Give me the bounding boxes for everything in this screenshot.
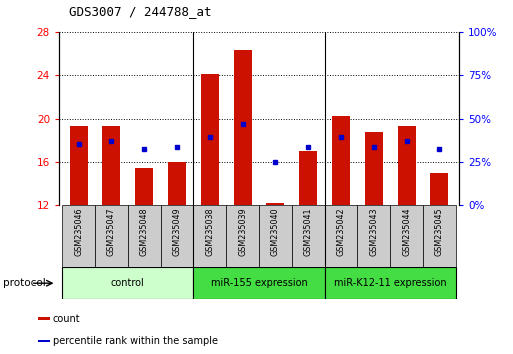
- Bar: [430, 173, 448, 205]
- Text: GSM235047: GSM235047: [107, 208, 116, 256]
- Text: GDS3007 / 244788_at: GDS3007 / 244788_at: [69, 5, 212, 18]
- Text: GSM235041: GSM235041: [304, 208, 313, 256]
- Bar: [62, 205, 95, 267]
- Text: miR-155 expression: miR-155 expression: [211, 278, 307, 288]
- Bar: [161, 205, 193, 267]
- Text: GSM235044: GSM235044: [402, 208, 411, 256]
- Text: GSM235043: GSM235043: [369, 208, 379, 256]
- Bar: [358, 205, 390, 267]
- Bar: [259, 205, 292, 267]
- Text: percentile rank within the sample: percentile rank within the sample: [52, 336, 218, 346]
- Text: miR-K12-11 expression: miR-K12-11 expression: [334, 278, 447, 288]
- Bar: [37, 318, 50, 320]
- Bar: [128, 205, 161, 267]
- Bar: [193, 267, 325, 299]
- Bar: [423, 205, 456, 267]
- Text: GSM235038: GSM235038: [205, 208, 214, 256]
- Bar: [332, 116, 350, 205]
- Bar: [37, 339, 50, 342]
- Bar: [390, 205, 423, 267]
- Bar: [398, 126, 416, 205]
- Bar: [226, 205, 259, 267]
- Bar: [62, 267, 193, 299]
- Bar: [103, 126, 121, 205]
- Text: control: control: [111, 278, 145, 288]
- Text: count: count: [52, 314, 80, 324]
- Bar: [292, 205, 325, 267]
- Bar: [201, 74, 219, 205]
- Text: GSM235045: GSM235045: [435, 208, 444, 256]
- Text: GSM235040: GSM235040: [271, 208, 280, 256]
- Bar: [70, 126, 88, 205]
- Bar: [233, 50, 252, 205]
- Bar: [95, 205, 128, 267]
- Bar: [168, 162, 186, 205]
- Text: GSM235039: GSM235039: [238, 208, 247, 256]
- Bar: [325, 267, 456, 299]
- Bar: [365, 132, 383, 205]
- Text: GSM235042: GSM235042: [337, 208, 346, 256]
- Text: protocol: protocol: [3, 278, 45, 288]
- Bar: [325, 205, 358, 267]
- Bar: [266, 203, 285, 205]
- Bar: [193, 205, 226, 267]
- Text: GSM235049: GSM235049: [172, 208, 182, 256]
- Bar: [299, 151, 317, 205]
- Text: GSM235048: GSM235048: [140, 208, 149, 256]
- Bar: [135, 169, 153, 205]
- Text: GSM235046: GSM235046: [74, 208, 83, 256]
